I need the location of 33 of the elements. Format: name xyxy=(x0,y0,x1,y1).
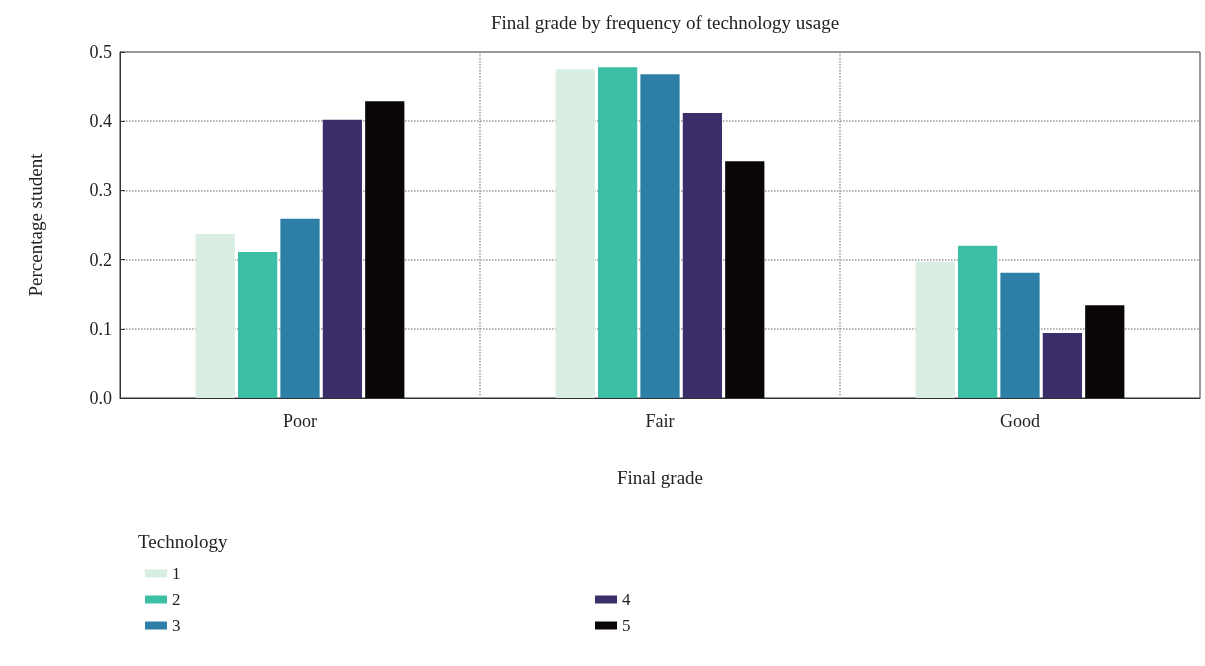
bar xyxy=(195,234,235,398)
bar xyxy=(237,251,278,398)
bar xyxy=(1085,305,1125,398)
y-tick-label: 0.1 xyxy=(89,318,112,339)
chart-title: Final grade by frequency of technology usage xyxy=(490,12,840,33)
y-tick-label: 0.0 xyxy=(89,388,112,408)
bar xyxy=(280,218,320,398)
bar xyxy=(915,261,955,398)
legend-title: Technology xyxy=(138,531,228,552)
bar xyxy=(682,112,723,398)
legend-label: 1 xyxy=(172,564,181,583)
bar xyxy=(957,245,998,398)
x-tick-label: Fair xyxy=(645,411,675,431)
bar xyxy=(322,119,363,398)
x-tick-label: Good xyxy=(1000,411,1040,431)
legend-label: 5 xyxy=(622,616,631,635)
bar xyxy=(365,101,405,398)
y-tick-label: 0.4 xyxy=(89,111,112,132)
legend-label: 3 xyxy=(172,616,181,635)
y-axis-title: Percentage student xyxy=(25,152,46,297)
bar xyxy=(1000,272,1040,398)
bar xyxy=(640,74,680,398)
bar xyxy=(597,67,638,398)
y-tick-label: 0.3 xyxy=(89,180,112,201)
bar xyxy=(725,161,765,398)
bar xyxy=(555,69,595,398)
legend-label: 4 xyxy=(622,590,631,609)
bar xyxy=(1042,332,1083,398)
y-tick-label: 0.5 xyxy=(89,42,112,62)
legend-label: 2 xyxy=(172,590,181,609)
y-tick-label: 0.2 xyxy=(89,249,112,270)
x-axis-title: Final grade xyxy=(616,467,704,488)
x-tick-label: Poor xyxy=(282,411,318,431)
